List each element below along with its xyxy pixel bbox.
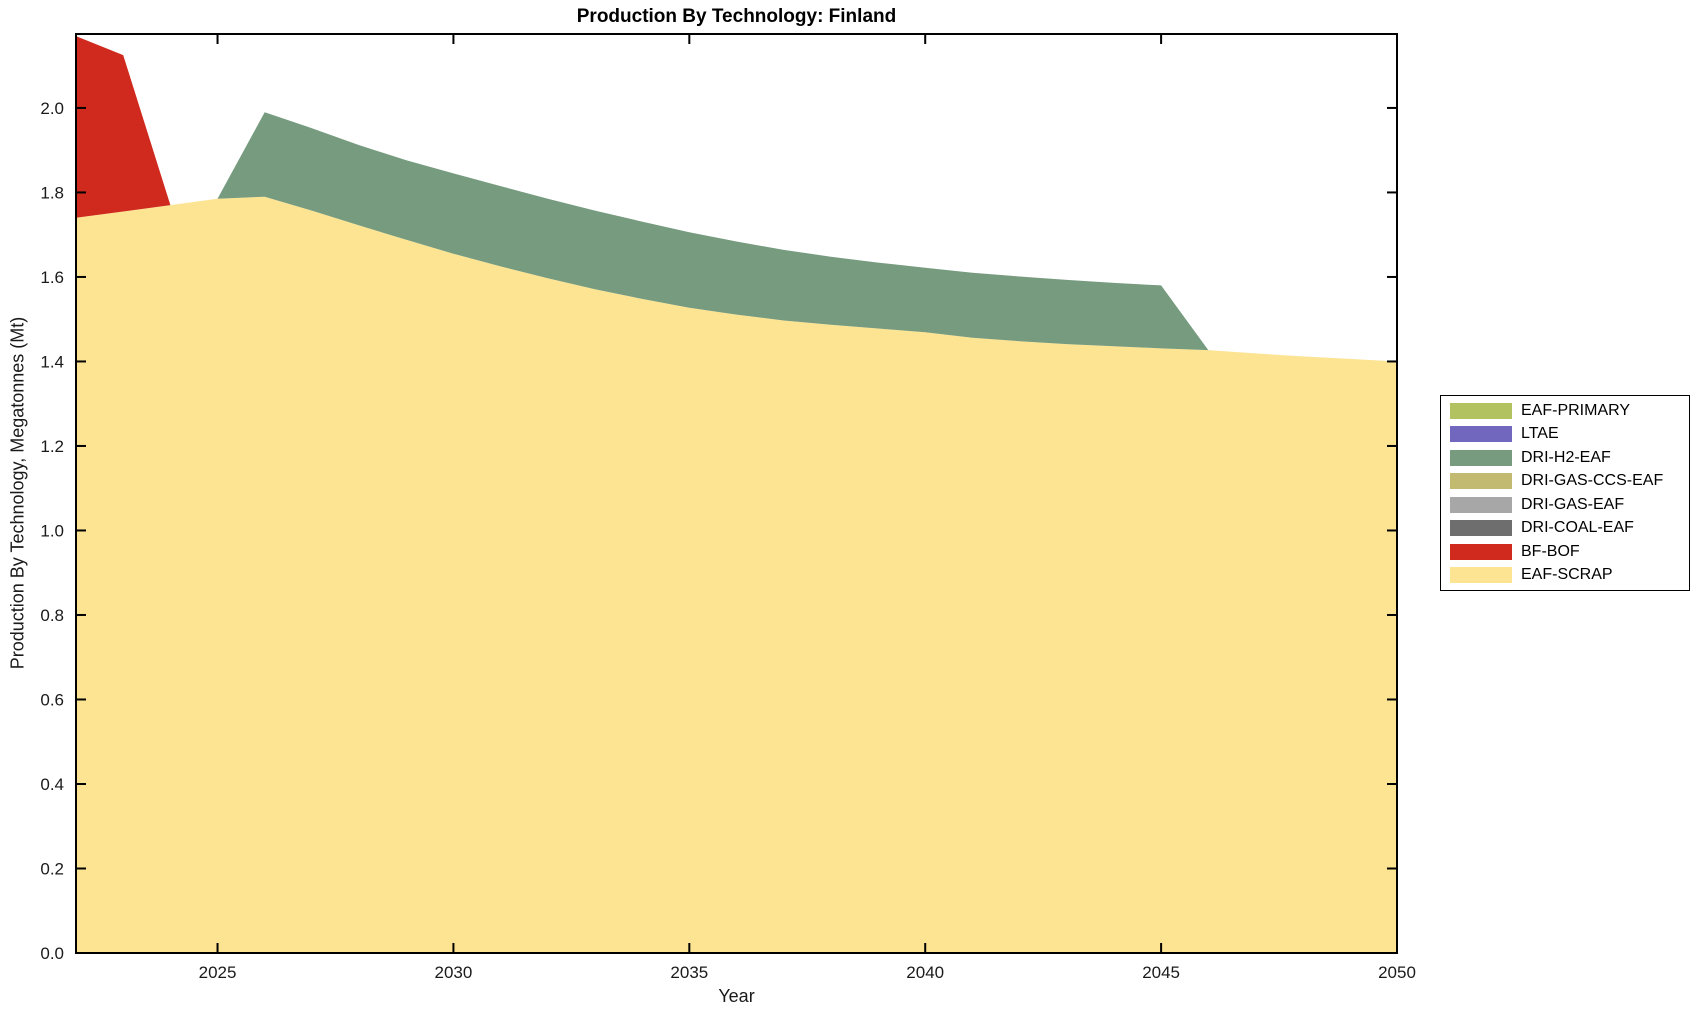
legend-item-DRI-GAS-CCS-EAF: DRI-GAS-CCS-EAF	[1441, 470, 1689, 492]
plot-border	[75, 33, 1398, 954]
y-tick-label: 1.4	[40, 352, 64, 371]
axis-tick-labels: 2025 2030 2035 2040 2045 2050 0.0 0.2 0.4 0.6 0.8 1…	[40, 99, 1416, 982]
legend-swatch-DRI-GAS-EAF	[1450, 496, 1512, 513]
area-EAF-SCRAP	[76, 196, 1397, 953]
legend-label: EAF-SCRAP	[1521, 566, 1613, 584]
legend-label: BF-BOF	[1521, 542, 1580, 560]
legend-item-EAF-PRIMARY: EAF-PRIMARY	[1441, 400, 1689, 422]
legend-item-EAF-SCRAP: EAF-SCRAP	[1441, 564, 1689, 586]
legend-item-DRI-H2-EAF: DRI-H2-EAF	[1441, 447, 1689, 469]
legend-swatch-DRI-H2-EAF	[1450, 449, 1512, 466]
y-tick-label: 1.8	[40, 183, 64, 202]
legend-swatch-EAF-SCRAP	[1450, 567, 1512, 584]
y-tick-label: 1.0	[40, 521, 64, 540]
legend-item-DRI-GAS-EAF: DRI-GAS-EAF	[1441, 494, 1689, 516]
y-tick-label: 1.6	[40, 268, 64, 287]
legend-label: LTAE	[1521, 425, 1559, 443]
legend-label: DRI-GAS-CCS-EAF	[1521, 472, 1664, 490]
legend-swatch-BF-BOF	[1450, 543, 1512, 560]
legend-label: DRI-H2-EAF	[1521, 448, 1611, 466]
axis-ticks	[76, 34, 1398, 954]
legend: EAF-PRIMARY LTAE DRI-H2-EAF DRI-GAS-CCS-EAF…	[1440, 395, 1690, 591]
y-tick-label: 0.4	[40, 775, 64, 794]
legend-swatch-LTAE	[1450, 426, 1512, 443]
x-tick-label: 2050	[1378, 963, 1416, 982]
x-axis-label: Year	[718, 986, 755, 1006]
x-tick-label: 2040	[906, 963, 944, 982]
y-tick-label: 0.8	[40, 606, 64, 625]
y-tick-label: 2.0	[40, 99, 64, 118]
x-tick-label: 2045	[1142, 963, 1180, 982]
x-tick-label: 2025	[199, 963, 237, 982]
legend-swatch-DRI-GAS-CCS-EAF	[1450, 473, 1512, 490]
y-tick-label: 0.2	[40, 859, 64, 878]
area-DRI-H2-EAF	[76, 36, 1397, 362]
y-tick-label: 0.6	[40, 690, 64, 709]
legend-swatch-EAF-PRIMARY	[1450, 402, 1512, 419]
legend-item-BF-BOF: BF-BOF	[1441, 541, 1689, 563]
area-series-group	[76, 36, 1397, 953]
y-tick-label: 0.0	[40, 944, 64, 963]
y-tick-label: 1.2	[40, 437, 64, 456]
legend-swatch-DRI-COAL-EAF	[1450, 520, 1512, 537]
x-tick-label: 2030	[435, 963, 473, 982]
legend-label: DRI-COAL-EAF	[1521, 519, 1634, 537]
legend-label: DRI-GAS-EAF	[1521, 495, 1625, 513]
y-axis-label: Production By Technology, Megatonnes (Mt…	[7, 316, 28, 670]
legend-label: EAF-PRIMARY	[1521, 401, 1631, 419]
x-tick-label: 2035	[670, 963, 708, 982]
chart-title: Production By Technology: Finland	[576, 6, 897, 27]
legend-item-DRI-COAL-EAF: DRI-COAL-EAF	[1441, 517, 1689, 539]
legend-item-LTAE: LTAE	[1441, 423, 1689, 445]
